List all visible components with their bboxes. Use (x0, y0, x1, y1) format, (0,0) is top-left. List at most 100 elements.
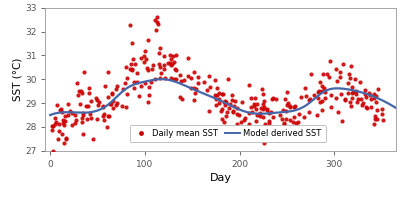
Point (214, 93, 220, 96)
Point (220, 92, 226, 95)
Point (303, 95, 309, 98)
Point (206, 86, 213, 89)
Point (260, 103, 266, 106)
Point (225, 77, 232, 80)
Point (87, 112, 94, 115)
Point (94, 118, 100, 121)
Point (167, 54, 173, 57)
Point (281, 122, 287, 125)
Point (314, 90, 321, 93)
Point (228, 98, 235, 101)
Point (109, 92, 116, 95)
Point (256, 112, 263, 115)
Point (59, 132, 66, 135)
Point (152, 78, 158, 81)
Point (193, 87, 199, 90)
Point (84, 117, 90, 120)
Point (191, 98, 197, 101)
Point (328, 93, 334, 97)
Point (52, 116, 58, 119)
Point (212, 103, 219, 106)
Point (292, 104, 299, 108)
Point (378, 112, 385, 115)
Point (146, 93, 152, 96)
Point (253, 120, 259, 123)
Point (261, 99, 267, 103)
Point (80, 114, 86, 117)
Point (58, 108, 64, 111)
Point (345, 81, 352, 84)
Point (54, 104, 60, 107)
Point (101, 118, 108, 121)
Point (128, 63, 134, 66)
Point (291, 116, 298, 119)
Point (114, 84, 120, 87)
Point (156, 76, 163, 79)
Point (362, 88, 368, 92)
Point (315, 89, 322, 92)
Point (234, 123, 240, 126)
Point (195, 75, 201, 78)
Point (229, 94, 235, 97)
Point (156, 65, 163, 69)
Point (156, 46, 163, 49)
Point (190, 70, 197, 73)
Point (283, 109, 289, 112)
Point (87, 116, 94, 120)
Point (131, 86, 138, 90)
Point (216, 91, 222, 94)
Point (72, 114, 78, 117)
Point (279, 117, 286, 121)
Point (100, 106, 106, 109)
Point (86, 91, 92, 95)
Point (192, 91, 199, 94)
Point (264, 107, 270, 110)
Point (263, 132, 269, 135)
Point (56, 122, 62, 125)
Point (348, 104, 354, 107)
Point (252, 97, 258, 100)
Point (266, 122, 272, 125)
Point (241, 116, 248, 119)
Point (370, 92, 377, 95)
Point (184, 74, 191, 77)
Point (154, 16, 160, 19)
Legend: Daily mean SST, Model derived SST: Daily mean SST, Model derived SST (130, 125, 326, 142)
Point (363, 105, 369, 109)
Point (164, 61, 171, 64)
Point (127, 68, 133, 71)
Point (284, 91, 290, 94)
Point (181, 78, 187, 81)
Point (254, 103, 260, 106)
Point (359, 104, 366, 107)
Point (269, 125, 275, 128)
Point (251, 102, 258, 105)
Point (69, 111, 75, 114)
Point (314, 97, 321, 100)
Point (171, 61, 177, 64)
Point (75, 93, 82, 96)
Point (106, 102, 113, 106)
Point (61, 142, 67, 145)
Point (105, 114, 112, 117)
Point (379, 108, 385, 111)
Point (256, 114, 263, 117)
Point (141, 49, 148, 53)
Point (265, 112, 272, 115)
Point (373, 94, 379, 98)
Point (129, 68, 136, 71)
Point (354, 100, 360, 103)
Point (372, 114, 378, 118)
Point (161, 68, 167, 71)
Point (134, 81, 140, 84)
Point (374, 117, 380, 120)
Point (78, 116, 85, 120)
Point (349, 86, 355, 89)
Point (138, 84, 144, 87)
Point (281, 122, 287, 125)
Point (80, 112, 86, 115)
Point (290, 121, 296, 124)
Point (154, 20, 160, 24)
Point (226, 106, 232, 109)
Point (346, 73, 352, 76)
